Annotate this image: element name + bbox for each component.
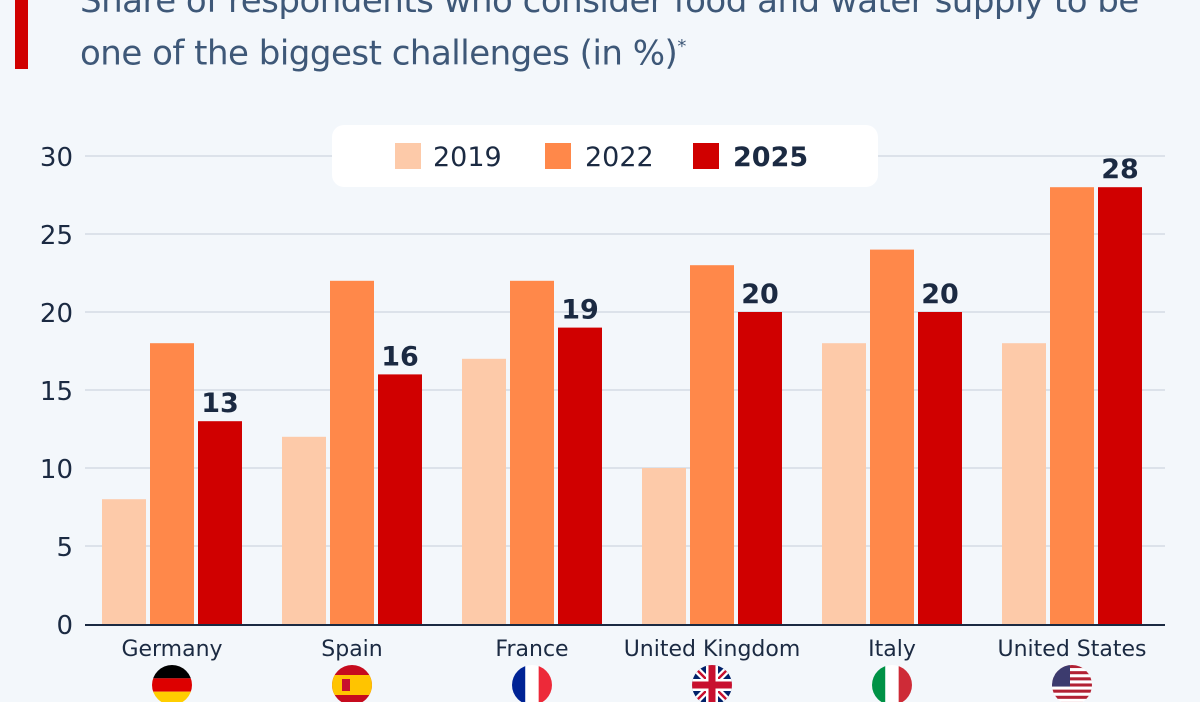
bar-2019 [102,499,146,624]
spain-flag-body [332,665,372,702]
usa-flag [1052,665,1092,702]
flag-stripe [1052,677,1092,681]
y-tick-label: 20 [40,299,73,329]
legend-label-2019: 2019 [433,142,502,173]
flag-stripe [152,691,192,702]
flag-stripe [1052,665,1092,669]
legend: 2019 2022 2025 [332,125,878,187]
flag-stripe [1052,698,1092,702]
bar-2022 [330,280,374,624]
france-flag [512,665,552,702]
x-tick-label: United Kingdom [624,637,801,662]
bar-2022 [870,249,914,624]
bar-2019 [282,436,326,624]
flag-stripe [152,665,192,679]
bar-2022 [690,265,734,624]
flag-stripe [538,665,552,702]
y-tick-label: 30 [40,143,73,173]
x-tick-label: United States [998,637,1147,662]
bar-2025 [558,327,602,624]
data-label: 16 [381,341,419,372]
italy-flag-body [872,665,912,702]
flag-stripe [1052,671,1092,675]
spain-flag [332,665,372,702]
x-tick-label: Spain [321,637,382,662]
flag-stripe [332,675,372,695]
flag-stripe [1052,665,1070,687]
flag-stripe [885,665,899,702]
y-tick-label: 25 [40,221,73,251]
bar-2025 [1098,187,1142,624]
bar-2022 [510,280,554,624]
flag-stripe [1052,695,1092,700]
legend-label-2022: 2022 [585,142,654,173]
flag-stripe [1052,686,1092,690]
flag-stripe [342,679,350,691]
data-label: 28 [1101,154,1139,185]
data-label: 13 [201,388,239,419]
germany-flag-body [152,665,192,702]
x-tick-label: Germany [121,637,222,662]
data-label: 20 [741,279,779,310]
bar-2022 [150,343,194,624]
x-tick-label: France [495,637,568,662]
bar-2019 [822,343,866,624]
flag-stripe [898,665,912,702]
flag-stripe [1052,680,1092,684]
x-tick-label: Italy [868,637,916,662]
flag-stripe [872,665,886,702]
data-label: 20 [921,279,959,310]
legend-swatch-2019 [395,143,421,169]
bar-2022 [1050,187,1094,624]
flag-stripe [1052,683,1092,687]
flag-stripe [1052,668,1092,672]
y-tick-label: 5 [56,533,73,563]
flag-stripe [1052,692,1092,697]
y-tick-label: 0 [56,611,73,641]
usa-flag-body [1052,665,1092,702]
uk-flag-body [692,665,732,702]
bar-2025 [378,374,422,624]
bar-2025 [918,312,962,624]
legend-label-2025: 2025 [733,142,808,173]
bar-2019 [642,468,686,624]
chart-title: Share of respondents who consider food a… [80,0,1139,74]
flag-stripe [512,665,526,702]
legend-swatch-2025 [693,143,719,169]
y-tick-label: 15 [40,377,73,407]
data-label: 19 [561,295,599,326]
flag-stripe [1052,674,1092,678]
flag-stripe [692,681,732,689]
title-accent-bar [15,0,28,69]
bar-2019 [462,358,506,624]
bar-2025 [738,312,782,624]
bar-2019 [1002,343,1046,624]
france-flag-body [512,665,552,702]
legend-swatch-2022 [545,143,571,169]
bar-2025 [198,421,242,624]
flag-stripe [152,678,192,692]
germany-flag [152,665,192,702]
legend-box [332,125,878,187]
uk-flag [692,665,732,702]
y-tick-label: 10 [40,455,73,485]
flag-stripe [525,665,539,702]
italy-flag [872,665,912,702]
flag-stripe [1052,689,1092,693]
